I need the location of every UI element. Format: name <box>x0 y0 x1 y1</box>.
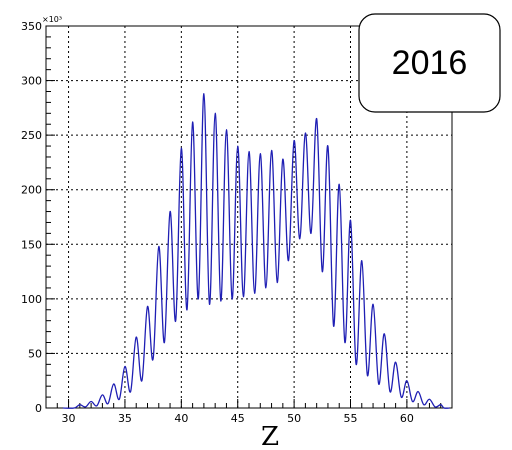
x-tick-label: 40 <box>174 412 188 425</box>
x-tick-label: 35 <box>118 412 132 425</box>
year-box: 2016 <box>358 13 501 113</box>
y-tick-label: 150 <box>21 238 42 251</box>
grid-lines <box>46 26 452 408</box>
x-tick-labels: 30 35 40 45 50 55 60 <box>62 412 414 425</box>
x-tick-label: 55 <box>344 412 358 425</box>
y-tick-label: 0 <box>35 402 42 415</box>
y-tick-label: 250 <box>21 129 42 142</box>
y-multiplier-label: ×10³ <box>42 15 62 24</box>
y-tick-label: 300 <box>21 75 42 88</box>
x-tick-label: 50 <box>287 412 301 425</box>
year-label: 2016 <box>392 44 468 82</box>
series-line <box>62 93 450 409</box>
x-tick-label: 30 <box>62 412 76 425</box>
y-tick-label: 50 <box>28 347 42 360</box>
x-tick-label: 45 <box>231 412 245 425</box>
x-axis-title: Z <box>261 422 279 450</box>
y-tick-label: 100 <box>21 293 42 306</box>
x-tick-label: 60 <box>400 412 414 425</box>
year-box-frame <box>358 13 501 113</box>
axis-ticks <box>45 25 453 409</box>
y-tick-label: 350 <box>21 20 42 33</box>
y-tick-label: 200 <box>21 184 42 197</box>
y-tick-labels: 0 50 100 150 200 250 300 350 <box>21 20 42 415</box>
